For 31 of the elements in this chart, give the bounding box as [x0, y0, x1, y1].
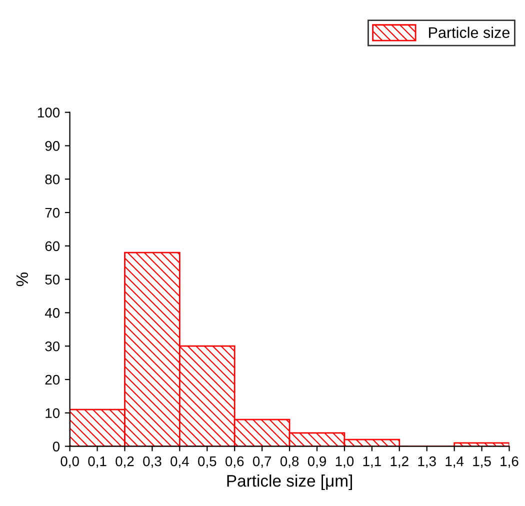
- y-tick-label: 10: [46, 408, 60, 418]
- x-tick-label: 1,3: [418, 456, 436, 468]
- y-axis-title: %: [16, 272, 28, 286]
- y-tick-label: 30: [45, 341, 60, 352]
- x-tick-label: 0,2: [116, 456, 134, 468]
- y-tick-label: 0: [52, 442, 60, 452]
- y-tick-label: 60: [45, 241, 60, 252]
- y-tick-label: 90: [45, 141, 60, 151]
- x-tick-label: 0,1: [88, 456, 106, 468]
- x-tick-label: 0,3: [143, 456, 162, 468]
- x-tick-label: 0,9: [308, 456, 326, 468]
- x-tick-label: 1,5: [473, 456, 491, 468]
- x-tick-label: 1,4: [446, 456, 464, 468]
- x-tick-label: 0,0: [60, 456, 79, 468]
- y-tick-label: 80: [45, 174, 60, 184]
- x-tick-label: 1,6: [500, 456, 518, 468]
- x-tick-label: 0,7: [252, 456, 272, 468]
- x-tick-label: 1,2: [390, 456, 408, 468]
- y-tick-label: 40: [44, 308, 60, 318]
- x-axis-title: Particle size [μm]: [227, 474, 352, 490]
- x-tick-label: 0,8: [280, 456, 299, 468]
- y-tick-label: 70: [45, 208, 60, 218]
- x-tick-label: 0,5: [198, 456, 216, 468]
- x-tick-label: 1,0: [336, 456, 354, 468]
- y-tick-label: 50: [45, 274, 60, 284]
- y-tick-label: 20: [45, 374, 60, 385]
- x-tick-label: 0,6: [226, 456, 244, 468]
- y-tick-label: 100: [38, 108, 60, 118]
- x-tick-label: 1,1: [363, 456, 381, 468]
- x-tick-label: 0,4: [170, 456, 189, 468]
- legend-label: Particle size: [429, 26, 510, 38]
